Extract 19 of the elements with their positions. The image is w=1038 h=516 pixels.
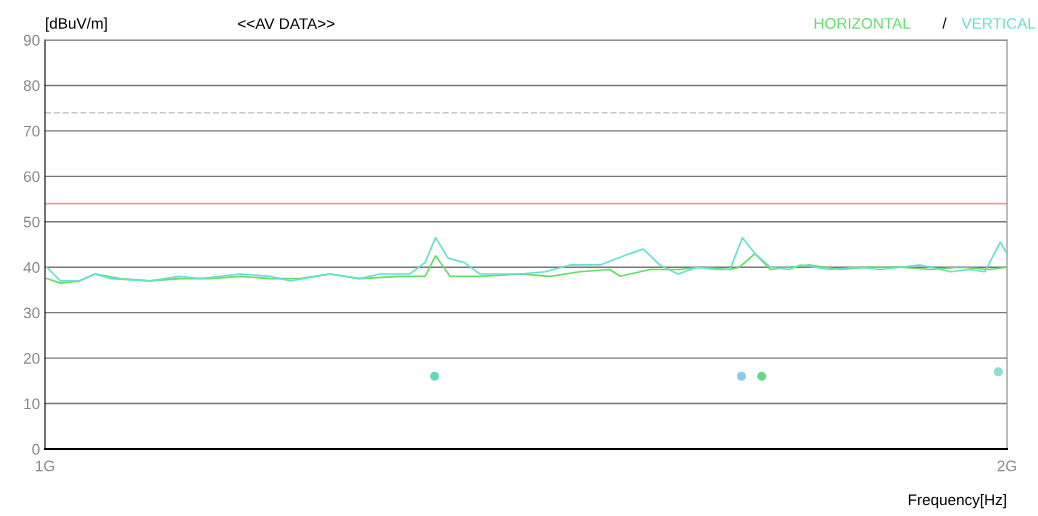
y-tick-label: 20 bbox=[23, 352, 40, 364]
line-series bbox=[46, 236, 1007, 282]
y-tick-label: 60 bbox=[23, 171, 40, 183]
y-tick-label: 70 bbox=[23, 125, 40, 137]
y-tick-label: 10 bbox=[24, 398, 40, 410]
y-tick-label: 50 bbox=[23, 216, 40, 228]
y-tick-label: 30 bbox=[23, 307, 40, 319]
chart-title: <<AV DATA>> bbox=[238, 18, 335, 29]
text: VERTICAL bbox=[961, 17, 1036, 29]
text: HORIZONTAL bbox=[814, 17, 911, 29]
x-axis-title: Frequency[Hz] bbox=[908, 493, 1006, 509]
x-tick-label: 1G bbox=[35, 460, 55, 472]
y-tick-label: 80 bbox=[23, 80, 40, 92]
x-tick-label: 2G bbox=[997, 460, 1017, 472]
y-axis-title: [dBuV/m] bbox=[46, 17, 107, 32]
y-tick-label: 0 bbox=[32, 443, 40, 455]
y-tick-label: 90 bbox=[23, 34, 40, 46]
y-tick-label: 40 bbox=[23, 262, 40, 273]
text: / bbox=[942, 17, 947, 29]
